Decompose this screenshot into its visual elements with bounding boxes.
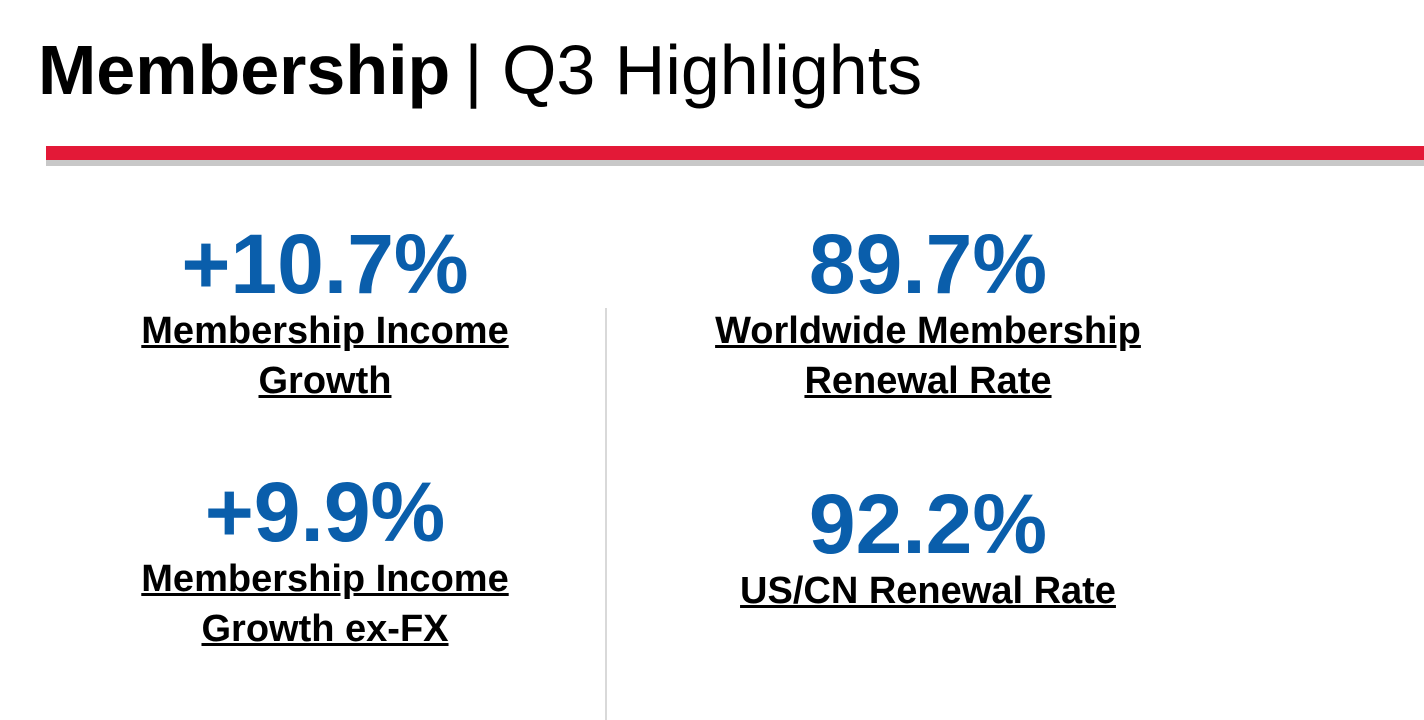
metric-label: Growth ex-FX [201, 608, 449, 650]
metric-label: Worldwide Membership [715, 310, 1141, 352]
red-rule [46, 146, 1424, 160]
metric: +10.7% Membership Income Growth [45, 222, 605, 406]
metric: 89.7% Worldwide Membership Renewal Rate [648, 222, 1208, 406]
title-bold: Membership [38, 31, 451, 109]
gray-rule [46, 160, 1424, 166]
metric-label: US/CN Renewal Rate [740, 570, 1116, 612]
metric-label: Membership Income [141, 558, 509, 600]
metric: 92.2% US/CN Renewal Rate [648, 482, 1208, 616]
slide-title: Membership | Q3 Highlights [38, 28, 922, 112]
metric-value: +10.7% [181, 217, 469, 311]
metric-label: Renewal Rate [804, 360, 1052, 402]
metric-value: 92.2% [808, 477, 1048, 571]
metric-label: Membership Income [141, 310, 509, 352]
title-subtitle: | Q3 Highlights [464, 31, 923, 109]
metric: +9.9% Membership Income Growth ex-FX [45, 470, 605, 654]
metric-label: Growth [258, 360, 392, 402]
metric-value: 89.7% [808, 217, 1048, 311]
column-divider [605, 308, 607, 720]
metric-value: +9.9% [204, 465, 446, 559]
